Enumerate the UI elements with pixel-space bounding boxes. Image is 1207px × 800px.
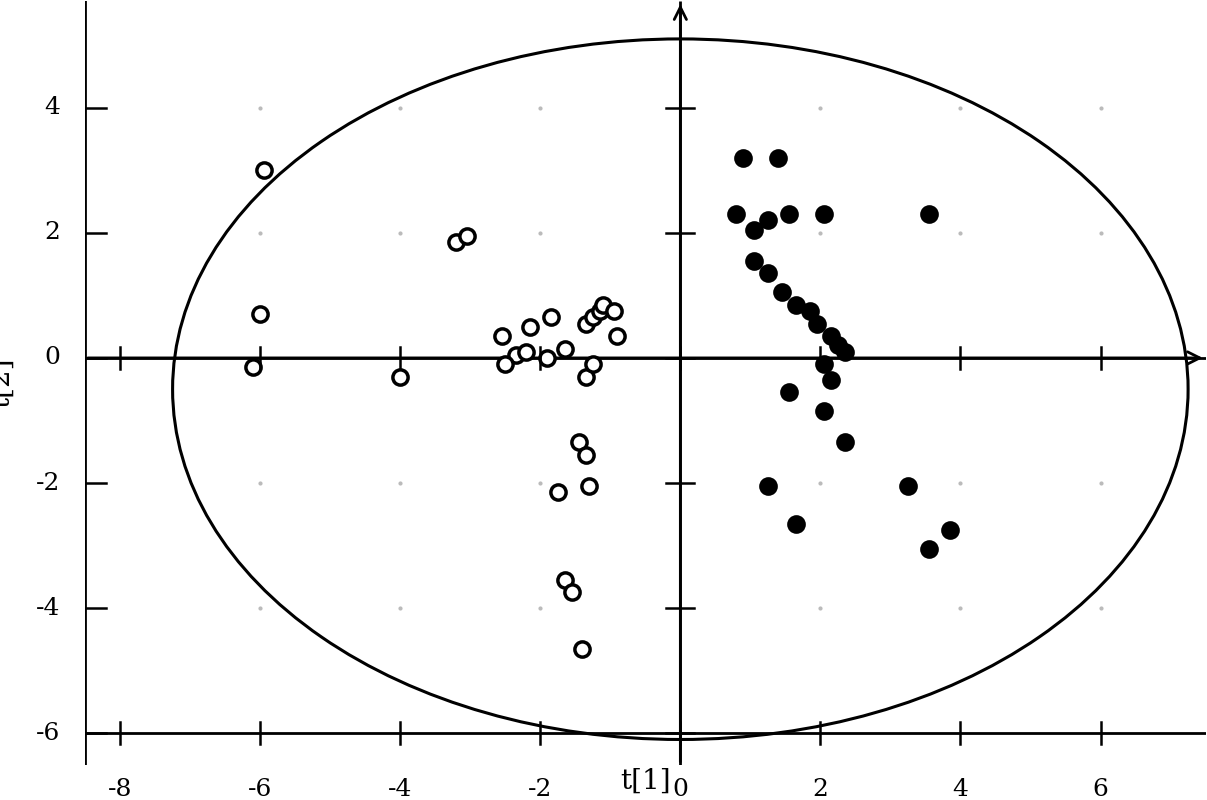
Point (727, 208, 746, 221)
Point (583, 311, 602, 324)
Point (492, 330, 512, 342)
Text: 2: 2 (812, 778, 828, 800)
Point (828, 339, 847, 352)
Point (541, 311, 560, 324)
Point (940, 523, 960, 536)
Point (517, 346, 536, 358)
Point (898, 480, 917, 493)
Point (821, 374, 840, 386)
Point (576, 449, 595, 462)
Point (537, 351, 556, 364)
Point (555, 342, 575, 355)
Point (447, 236, 466, 249)
Point (520, 320, 540, 333)
Point (821, 330, 840, 342)
Text: -2: -2 (529, 778, 553, 800)
Point (594, 298, 613, 311)
Point (920, 208, 939, 221)
Point (579, 480, 599, 493)
Point (572, 642, 591, 655)
Text: -2: -2 (36, 471, 60, 494)
Point (251, 308, 270, 321)
Text: 6: 6 (1092, 778, 1108, 800)
Point (815, 208, 834, 221)
Point (506, 348, 525, 361)
Point (576, 317, 595, 330)
Text: t[1]: t[1] (620, 768, 671, 794)
Point (734, 151, 753, 164)
Point (780, 386, 799, 398)
Text: -4: -4 (36, 597, 60, 620)
Text: 4: 4 (952, 778, 968, 800)
Text: -6: -6 (247, 778, 273, 800)
Point (244, 361, 263, 374)
Text: -6: -6 (36, 722, 60, 745)
Text: -8: -8 (107, 778, 133, 800)
Point (815, 358, 834, 370)
Point (758, 214, 777, 226)
Point (457, 230, 477, 242)
Point (835, 436, 855, 449)
Text: 0: 0 (45, 346, 60, 370)
Point (590, 305, 610, 318)
Point (607, 330, 626, 342)
Point (758, 267, 777, 280)
Point (583, 358, 602, 370)
Point (576, 370, 595, 383)
Point (745, 223, 764, 236)
Point (605, 305, 624, 318)
Point (555, 574, 575, 586)
Point (786, 298, 805, 311)
Point (570, 436, 589, 449)
Point (758, 480, 777, 493)
Point (548, 486, 567, 499)
Point (786, 518, 805, 530)
Text: 0: 0 (672, 778, 688, 800)
Point (769, 151, 788, 164)
Point (772, 286, 792, 298)
Point (800, 305, 820, 318)
Point (835, 346, 855, 358)
Point (780, 208, 799, 221)
Text: 2: 2 (45, 222, 60, 244)
Point (562, 586, 582, 599)
Point (920, 542, 939, 555)
Point (745, 254, 764, 267)
Point (391, 370, 410, 383)
Text: t[2]: t[2] (0, 358, 14, 408)
Text: 4: 4 (45, 96, 60, 119)
Point (807, 317, 827, 330)
Point (815, 405, 834, 418)
Point (253, 164, 273, 177)
Text: -4: -4 (387, 778, 413, 800)
Point (496, 358, 515, 370)
